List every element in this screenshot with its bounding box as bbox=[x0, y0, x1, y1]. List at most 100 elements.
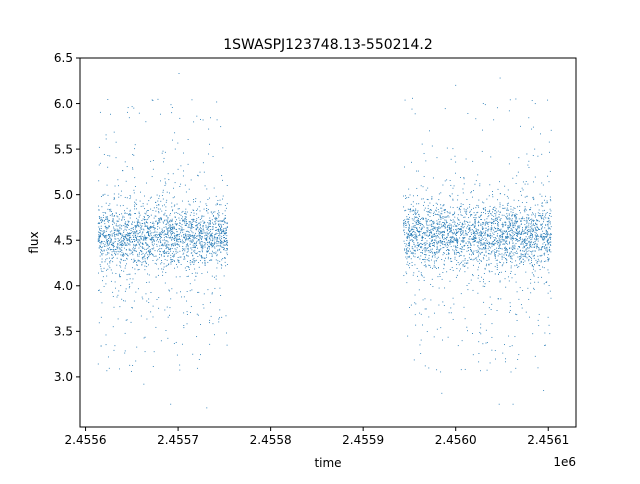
data-point bbox=[198, 233, 200, 235]
data-point bbox=[101, 250, 103, 252]
data-point bbox=[535, 219, 537, 221]
data-point bbox=[178, 238, 180, 240]
data-point bbox=[425, 218, 427, 220]
data-point bbox=[125, 221, 127, 223]
data-point bbox=[476, 233, 478, 235]
data-point bbox=[430, 252, 432, 253]
data-point bbox=[542, 184, 544, 186]
data-point bbox=[443, 204, 445, 206]
data-point bbox=[179, 256, 181, 258]
data-point bbox=[144, 351, 146, 353]
data-point bbox=[516, 252, 518, 254]
data-point bbox=[480, 223, 482, 225]
data-point bbox=[105, 227, 107, 228]
data-point bbox=[497, 188, 499, 190]
data-point bbox=[483, 243, 485, 245]
data-point bbox=[525, 252, 527, 254]
data-point bbox=[409, 231, 410, 233]
data-point bbox=[112, 245, 114, 247]
data-point bbox=[209, 234, 211, 236]
data-point bbox=[498, 239, 500, 241]
data-point bbox=[103, 245, 105, 247]
data-point bbox=[504, 207, 506, 209]
data-point bbox=[436, 251, 437, 253]
data-point bbox=[212, 245, 214, 246]
data-point bbox=[119, 306, 121, 308]
data-point bbox=[172, 228, 174, 230]
data-point bbox=[181, 224, 183, 226]
data-point bbox=[472, 223, 474, 225]
data-point bbox=[425, 220, 427, 222]
data-point bbox=[520, 125, 521, 127]
data-point bbox=[456, 241, 457, 243]
data-point bbox=[506, 254, 508, 256]
data-point bbox=[418, 245, 419, 247]
data-point bbox=[208, 232, 210, 234]
data-point bbox=[403, 223, 405, 224]
data-point bbox=[192, 244, 194, 246]
data-point bbox=[202, 247, 204, 249]
data-point bbox=[548, 215, 550, 217]
data-point bbox=[447, 243, 448, 245]
data-point bbox=[441, 242, 443, 244]
data-point bbox=[225, 227, 227, 229]
data-point bbox=[182, 250, 183, 252]
data-point bbox=[500, 231, 502, 233]
data-point bbox=[136, 230, 138, 232]
data-point bbox=[223, 241, 225, 243]
data-point bbox=[187, 231, 189, 233]
data-point bbox=[544, 227, 546, 229]
data-point bbox=[447, 241, 449, 243]
data-point bbox=[448, 250, 450, 252]
data-point bbox=[199, 235, 201, 236]
data-point bbox=[427, 224, 429, 226]
data-point bbox=[129, 236, 131, 238]
data-point bbox=[513, 207, 515, 209]
data-point bbox=[450, 231, 452, 233]
data-point bbox=[113, 235, 115, 237]
data-point bbox=[183, 325, 185, 326]
data-point bbox=[428, 251, 430, 253]
data-point bbox=[484, 244, 486, 246]
data-point bbox=[129, 210, 131, 212]
data-point bbox=[531, 234, 533, 236]
data-point bbox=[462, 230, 464, 232]
data-point bbox=[100, 249, 102, 251]
data-point bbox=[526, 221, 528, 223]
data-point bbox=[457, 224, 459, 226]
data-point bbox=[455, 225, 457, 226]
data-point bbox=[467, 207, 469, 209]
data-point bbox=[105, 237, 107, 239]
data-point bbox=[200, 228, 202, 229]
data-point bbox=[491, 222, 493, 224]
data-point bbox=[516, 214, 518, 215]
data-point bbox=[458, 223, 460, 225]
data-point bbox=[504, 247, 506, 249]
data-point bbox=[207, 289, 209, 291]
data-point bbox=[424, 254, 426, 256]
data-point bbox=[159, 235, 161, 237]
data-point bbox=[158, 237, 159, 238]
data-point bbox=[138, 236, 140, 238]
data-point bbox=[496, 219, 498, 221]
data-point bbox=[431, 145, 433, 147]
data-point bbox=[508, 110, 510, 112]
data-point bbox=[485, 251, 487, 253]
data-point bbox=[167, 228, 169, 230]
data-point bbox=[164, 239, 165, 241]
data-point bbox=[469, 210, 471, 212]
data-point bbox=[546, 251, 548, 253]
data-point bbox=[439, 221, 441, 223]
data-point bbox=[479, 239, 481, 241]
data-point bbox=[515, 98, 517, 100]
data-point bbox=[408, 244, 410, 246]
data-point bbox=[456, 237, 457, 239]
data-point bbox=[438, 251, 440, 253]
data-point bbox=[403, 240, 405, 242]
data-point bbox=[184, 267, 186, 269]
data-point bbox=[415, 237, 417, 239]
data-point bbox=[108, 225, 110, 227]
data-point bbox=[508, 236, 510, 238]
data-point bbox=[199, 201, 201, 203]
data-point bbox=[542, 233, 544, 234]
